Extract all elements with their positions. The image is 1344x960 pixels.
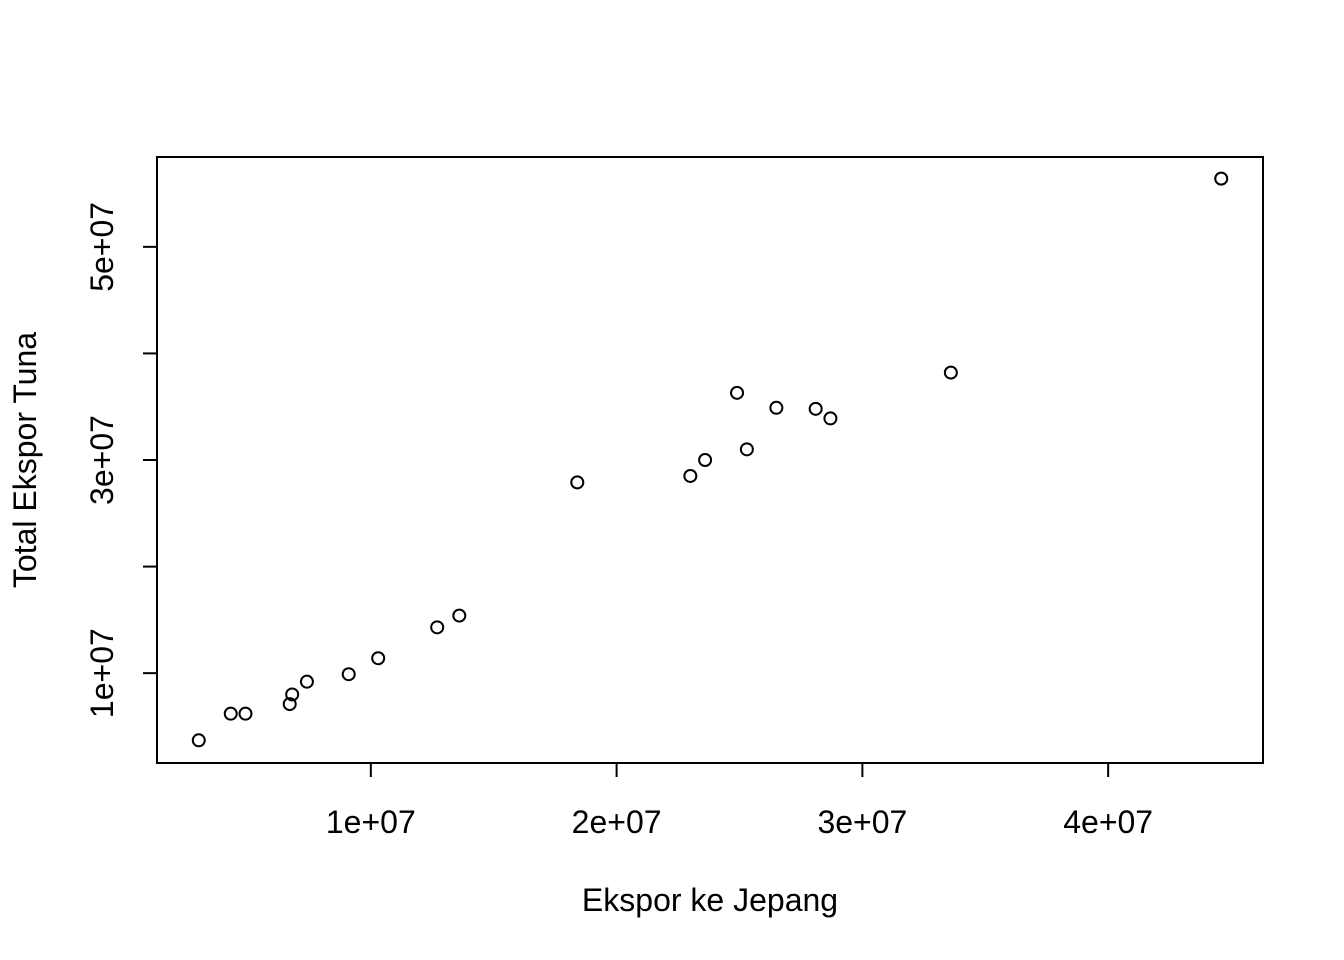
data-point — [285, 687, 300, 702]
y-tick-label: 5e+07 — [84, 202, 120, 292]
data-point — [223, 706, 238, 721]
data-point — [341, 667, 356, 682]
data-point — [698, 453, 713, 467]
data-points — [191, 171, 1229, 748]
y-axis: 1e+07 3e+07 5e+07 — [84, 202, 158, 718]
y-axis-title: Total Ekspor Tuna — [7, 332, 43, 588]
data-point — [430, 620, 445, 635]
data-point — [1214, 171, 1229, 186]
x-tick-label: 1e+07 — [326, 804, 416, 840]
x-axis: 1e+07 2e+07 3e+07 4e+07 — [326, 762, 1153, 840]
data-point — [730, 385, 745, 400]
data-point — [683, 468, 698, 483]
data-point — [371, 651, 386, 666]
data-point — [452, 608, 467, 623]
data-point — [823, 411, 838, 426]
data-point — [943, 365, 958, 380]
x-axis-title: Ekspor ke Jepang — [582, 882, 838, 918]
data-point — [739, 442, 754, 457]
data-point — [769, 400, 784, 415]
data-point — [238, 706, 253, 721]
x-tick-label: 3e+07 — [817, 804, 907, 840]
data-point — [282, 697, 297, 712]
y-tick-label: 1e+07 — [84, 628, 120, 718]
data-point — [808, 401, 823, 416]
data-point — [191, 733, 206, 748]
data-point — [570, 475, 585, 490]
x-tick-label: 2e+07 — [572, 804, 662, 840]
x-tick-label: 4e+07 — [1063, 804, 1153, 840]
data-point — [299, 674, 314, 689]
plot-frame — [156, 156, 1264, 764]
y-tick-label: 3e+07 — [84, 415, 120, 505]
